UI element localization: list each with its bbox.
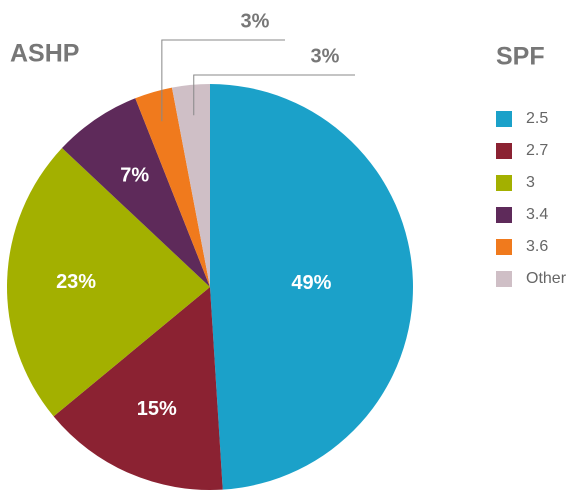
pie-slice — [171, 84, 210, 287]
legend-swatch — [496, 111, 512, 127]
legend-label: 3.6 — [526, 238, 548, 255]
pie-slice — [210, 84, 413, 490]
legend-label: Other — [526, 270, 567, 287]
value-label: 23% — [56, 271, 96, 293]
legend-label: 2.5 — [526, 110, 548, 127]
legend-label: 3.4 — [526, 206, 548, 223]
value-label: 49% — [291, 272, 331, 294]
value-label: 3% — [311, 45, 340, 67]
pie-slice — [53, 287, 223, 490]
chart-title: ASHP — [10, 40, 79, 68]
legend-swatch — [496, 175, 512, 191]
pie-slice — [6, 148, 210, 417]
value-label: 7% — [120, 164, 149, 186]
legend-title: SPF — [496, 43, 545, 71]
legend-swatch — [496, 271, 512, 287]
legend-swatch — [496, 239, 512, 255]
leader-line — [193, 74, 355, 116]
value-label: 3% — [241, 10, 270, 32]
leader-line — [161, 39, 285, 122]
legend-swatch — [496, 143, 512, 159]
value-label: 15% — [137, 398, 177, 420]
pie-slice — [62, 98, 211, 287]
pie-slice — [135, 87, 210, 287]
legend-label: 3 — [526, 174, 535, 191]
legend-swatch — [496, 207, 512, 223]
legend-label: 2.7 — [526, 142, 548, 159]
